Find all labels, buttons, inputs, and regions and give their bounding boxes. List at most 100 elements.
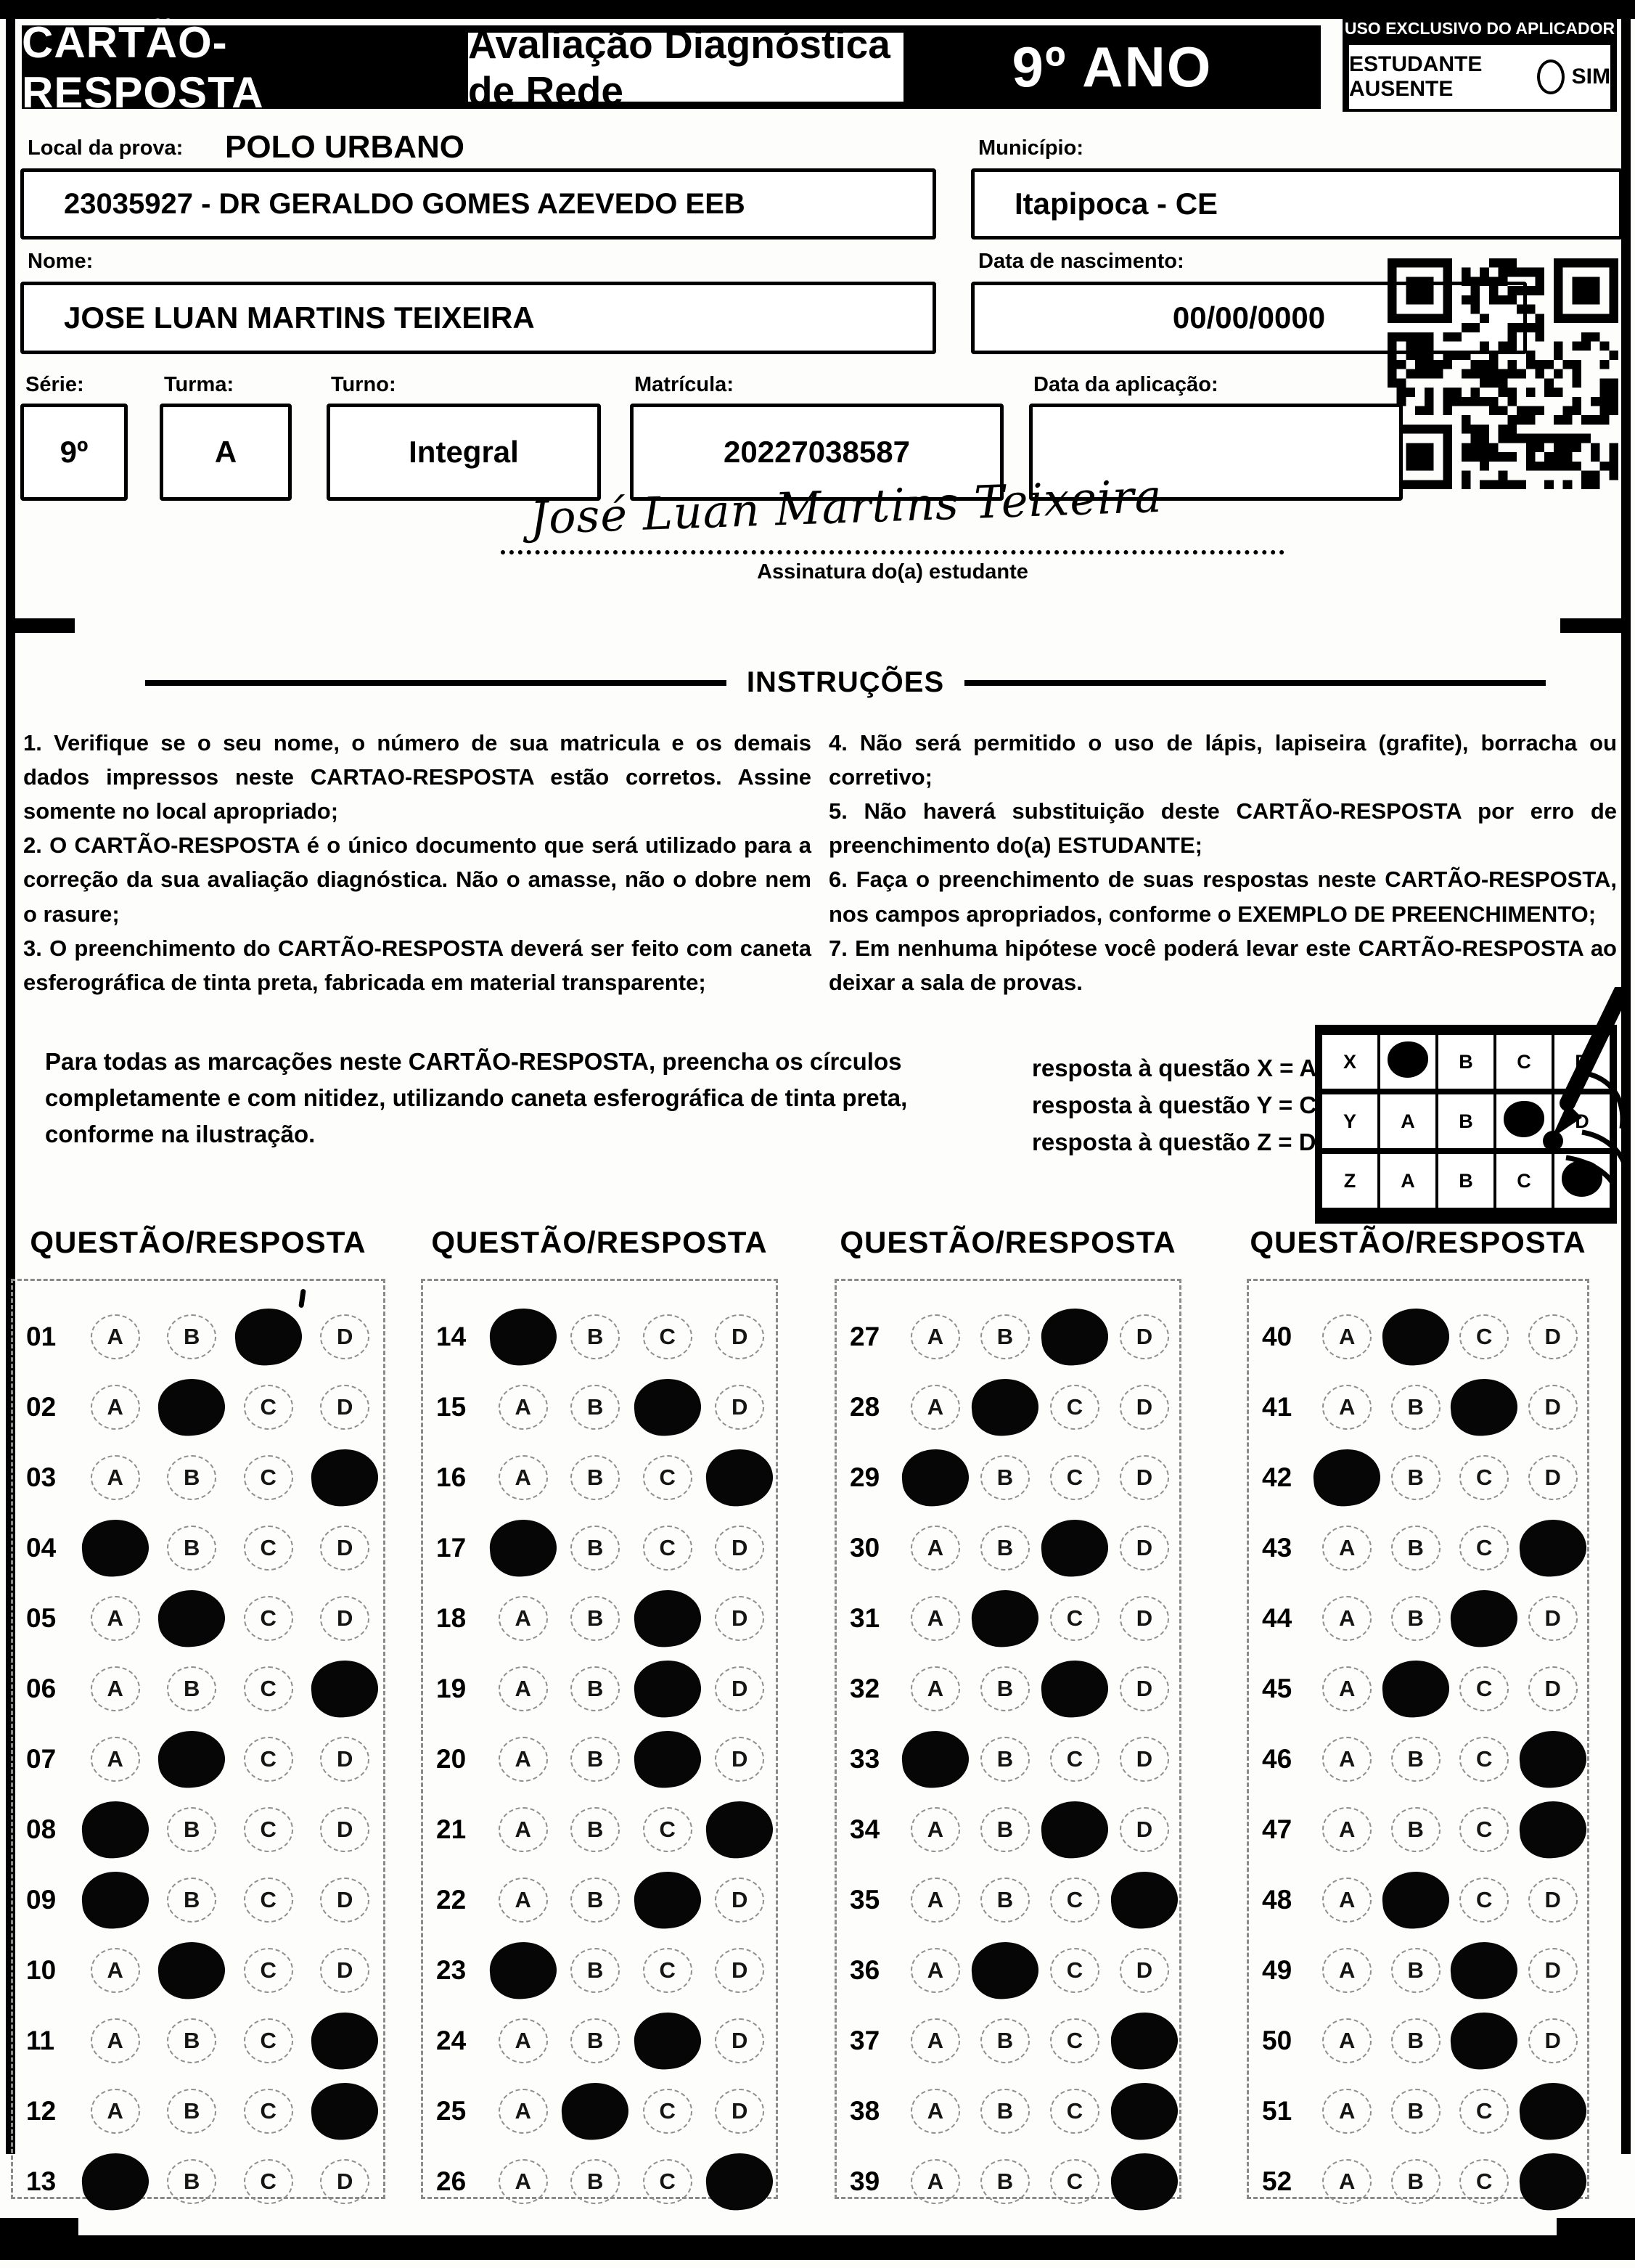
filled-answer-bubble[interactable] xyxy=(79,1798,151,1861)
filled-answer-bubble[interactable] xyxy=(1380,1657,1451,1720)
filled-answer-bubble[interactable] xyxy=(1517,1727,1589,1790)
answer-bubble[interactable]: C xyxy=(243,2018,293,2063)
answer-bubble[interactable]: C xyxy=(1459,1877,1509,1923)
answer-bubble[interactable]: C xyxy=(1050,1595,1099,1641)
answer-bubble[interactable]: B xyxy=(1390,2018,1441,2063)
answer-bubble[interactable]: C xyxy=(1050,2018,1099,2063)
filled-answer-bubble[interactable] xyxy=(631,2009,703,2072)
answer-bubble[interactable]: A xyxy=(911,2158,960,2204)
answer-bubble[interactable]: A xyxy=(498,2088,548,2134)
filled-answer-bubble[interactable] xyxy=(1108,2079,1181,2142)
filled-answer-bubble[interactable] xyxy=(899,1446,972,1509)
answer-bubble[interactable]: B xyxy=(167,1525,217,1571)
answer-bubble[interactable]: D xyxy=(715,1877,765,1923)
answer-bubble[interactable]: B xyxy=(167,1454,217,1500)
filled-answer-bubble[interactable] xyxy=(1108,2150,1181,2213)
answer-bubble[interactable]: D xyxy=(1120,1454,1169,1500)
answer-bubble[interactable]: A xyxy=(498,2018,548,2063)
filled-answer-bubble[interactable] xyxy=(156,1727,228,1790)
answer-bubble[interactable]: B xyxy=(980,1525,1030,1571)
answer-bubble[interactable]: C xyxy=(642,1314,692,1359)
answer-bubble[interactable]: A xyxy=(498,1454,548,1500)
answer-bubble[interactable]: B xyxy=(980,1666,1030,1711)
answer-bubble[interactable]: C xyxy=(642,1525,692,1571)
answer-bubble[interactable]: A xyxy=(498,2158,548,2204)
answer-bubble[interactable]: B xyxy=(570,1454,620,1500)
filled-answer-bubble[interactable] xyxy=(631,1375,703,1438)
answer-bubble[interactable]: A xyxy=(1322,1384,1372,1430)
filled-answer-bubble[interactable] xyxy=(704,1798,776,1861)
filled-answer-bubble[interactable] xyxy=(309,1446,381,1509)
filled-answer-bubble[interactable] xyxy=(1448,1939,1520,2002)
answer-bubble[interactable]: A xyxy=(1322,2088,1372,2134)
filled-answer-bubble[interactable] xyxy=(487,1305,559,1368)
answer-bubble[interactable]: C xyxy=(1459,1806,1509,1852)
answer-bubble[interactable]: A xyxy=(1322,2018,1372,2063)
filled-answer-bubble[interactable] xyxy=(156,1939,228,2002)
answer-bubble[interactable]: B xyxy=(1390,2088,1441,2134)
answer-bubble[interactable]: B xyxy=(570,1384,620,1430)
filled-answer-bubble[interactable] xyxy=(1517,2150,1589,2213)
answer-bubble[interactable]: D xyxy=(1528,1666,1578,1711)
answer-bubble[interactable]: B xyxy=(1390,1525,1441,1571)
answer-bubble[interactable]: A xyxy=(498,1736,548,1782)
answer-bubble[interactable]: C xyxy=(1050,1736,1099,1782)
filled-answer-bubble[interactable] xyxy=(79,1868,151,1931)
answer-bubble[interactable]: D xyxy=(1120,1595,1169,1641)
answer-bubble[interactable]: C xyxy=(1459,1454,1509,1500)
filled-answer-bubble[interactable] xyxy=(560,2079,631,2142)
answer-bubble[interactable]: A xyxy=(1322,2158,1372,2204)
answer-bubble[interactable]: B xyxy=(167,1666,217,1711)
answer-bubble[interactable]: C xyxy=(243,1947,293,1993)
answer-bubble[interactable]: B xyxy=(570,1595,620,1641)
answer-bubble[interactable]: B xyxy=(980,1806,1030,1852)
filled-answer-bubble[interactable] xyxy=(79,2150,151,2213)
answer-bubble[interactable]: A xyxy=(911,1384,960,1430)
answer-bubble[interactable]: A xyxy=(498,1666,548,1711)
filled-answer-bubble[interactable] xyxy=(1380,1868,1451,1931)
answer-bubble[interactable]: B xyxy=(570,1736,620,1782)
answer-bubble[interactable]: B xyxy=(167,2088,217,2134)
filled-answer-bubble[interactable] xyxy=(156,1375,228,1438)
answer-bubble[interactable]: D xyxy=(715,1525,765,1571)
answer-bubble[interactable]: C xyxy=(1050,2088,1099,2134)
answer-bubble[interactable]: C xyxy=(642,1947,692,1993)
answer-bubble[interactable]: B xyxy=(1390,1454,1441,1500)
answer-bubble[interactable]: D xyxy=(715,1595,765,1641)
filled-answer-bubble[interactable] xyxy=(969,1587,1041,1650)
filled-answer-bubble[interactable] xyxy=(1517,1798,1589,1861)
answer-bubble[interactable]: B xyxy=(570,2018,620,2063)
answer-bubble[interactable]: A xyxy=(90,2018,140,2063)
answer-bubble[interactable]: D xyxy=(1528,1384,1578,1430)
answer-bubble[interactable]: B xyxy=(1390,2158,1441,2204)
filled-answer-bubble[interactable] xyxy=(156,1587,228,1650)
filled-answer-bubble[interactable] xyxy=(631,1727,703,1790)
answer-bubble[interactable]: C xyxy=(1050,1454,1099,1500)
answer-bubble[interactable]: C xyxy=(1459,1736,1509,1782)
answer-bubble[interactable]: C xyxy=(1050,1947,1099,1993)
answer-bubble[interactable]: B xyxy=(1390,1806,1441,1852)
answer-bubble[interactable]: B xyxy=(980,2018,1030,2063)
answer-bubble[interactable]: B xyxy=(167,2018,217,2063)
answer-bubble[interactable]: B xyxy=(980,2088,1030,2134)
filled-answer-bubble[interactable] xyxy=(1448,1587,1520,1650)
answer-bubble[interactable]: C xyxy=(243,1525,293,1571)
filled-answer-bubble[interactable] xyxy=(79,1516,151,1579)
filled-answer-bubble[interactable] xyxy=(309,2079,381,2142)
filled-answer-bubble[interactable] xyxy=(1038,1657,1111,1720)
answer-bubble[interactable]: A xyxy=(498,1595,548,1641)
filled-answer-bubble[interactable] xyxy=(1448,2009,1520,2072)
filled-answer-bubble[interactable] xyxy=(1448,1375,1520,1438)
answer-bubble[interactable]: A xyxy=(911,2018,960,2063)
answer-bubble[interactable]: C xyxy=(243,1877,293,1923)
answer-bubble[interactable]: A xyxy=(90,1454,140,1500)
answer-bubble[interactable]: A xyxy=(1322,1806,1372,1852)
answer-bubble[interactable]: D xyxy=(1528,2018,1578,2063)
answer-bubble[interactable]: D xyxy=(320,1314,370,1359)
answer-bubble[interactable]: C xyxy=(243,1666,293,1711)
answer-bubble[interactable]: C xyxy=(1459,1525,1509,1571)
answer-bubble[interactable]: D xyxy=(1528,1314,1578,1359)
filled-answer-bubble[interactable] xyxy=(631,1657,703,1720)
answer-bubble[interactable]: B xyxy=(570,1947,620,1993)
answer-bubble[interactable]: B xyxy=(1390,1736,1441,1782)
